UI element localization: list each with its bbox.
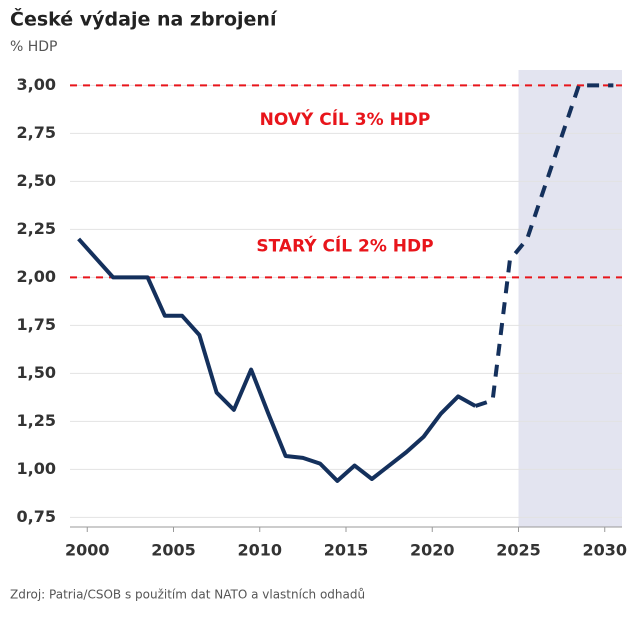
- chart-title: České výdaje na zbrojení: [10, 7, 278, 31]
- x-tick-label: 2005: [151, 541, 196, 560]
- source-note: Zdroj: Patria/CSOB s použitím dat NATO a…: [10, 588, 365, 602]
- reference-label: NOVÝ CÍL 3% HDP: [260, 108, 431, 130]
- x-tick-label: 2025: [496, 541, 541, 560]
- chart-subtitle: % HDP: [10, 39, 58, 55]
- y-tick-label: 3,00: [17, 75, 56, 94]
- reference-label: STARÝ CÍL 2% HDP: [256, 235, 433, 257]
- y-tick-label: 2,75: [17, 123, 56, 142]
- y-tick-label: 2,25: [17, 219, 56, 238]
- y-tick-label: 2,00: [17, 267, 56, 286]
- y-tick-label: 1,25: [17, 411, 56, 430]
- x-tick-label: 2020: [410, 541, 455, 560]
- x-tick-label: 2010: [237, 541, 282, 560]
- data-line: [77, 237, 477, 483]
- x-tick-label: 2030: [582, 541, 627, 560]
- x-tick-label: 2015: [324, 541, 369, 560]
- y-tick-label: 1,00: [17, 459, 56, 478]
- x-tick-label: 2000: [65, 541, 110, 560]
- data-line: [474, 83, 614, 408]
- y-tick-label: 0,75: [17, 507, 56, 526]
- y-tick-label: 2,50: [17, 171, 56, 190]
- y-tick-label: 1,50: [17, 363, 56, 382]
- y-tick-label: 1,75: [17, 315, 56, 334]
- forecast-region: [518, 70, 622, 527]
